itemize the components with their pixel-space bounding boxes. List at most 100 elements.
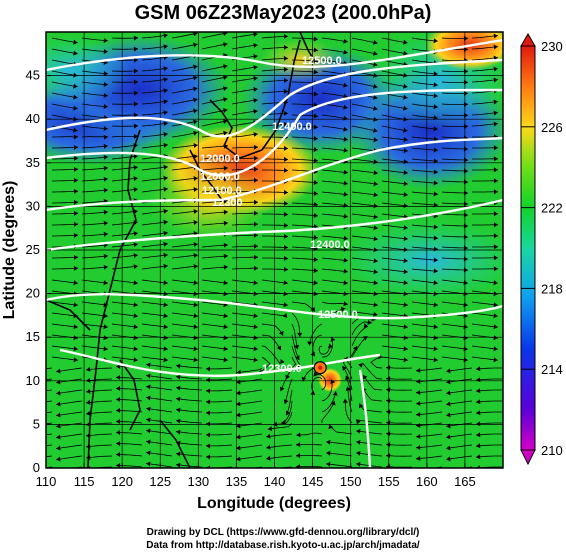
- streamline-arrow: [223, 209, 228, 215]
- streamline: [381, 290, 408, 295]
- streamline: [51, 92, 78, 99]
- streamline-arrow: [283, 222, 288, 228]
- streamline: [231, 88, 258, 94]
- streamline-arrow: [116, 430, 121, 435]
- streamline: [111, 70, 139, 72]
- streamline-arrow: [280, 359, 285, 364]
- streamline-arrow: [254, 155, 258, 161]
- streamline-arrow: [373, 291, 378, 297]
- streamline: [441, 334, 468, 339]
- streamline-arrow: [340, 307, 346, 312]
- streamline: [146, 397, 173, 402]
- streamline-arrow: [433, 38, 438, 44]
- streamline-arrow: [463, 113, 468, 118]
- streamline-arrow: [236, 379, 241, 385]
- streamline-arrow: [433, 335, 438, 341]
- streamline: [416, 367, 443, 372]
- streamline: [441, 125, 469, 127]
- streamline-arrow: [356, 419, 361, 425]
- streamline: [141, 78, 168, 83]
- streamline: [141, 243, 168, 248]
- streamline-arrow: [254, 210, 258, 216]
- streamline-arrow: [146, 395, 151, 401]
- streamline: [116, 421, 143, 424]
- streamline-arrow: [133, 313, 138, 319]
- streamline: [262, 246, 289, 248]
- streamline-arrow: [493, 233, 498, 239]
- streamline: [205, 455, 233, 458]
- streamline: [381, 180, 408, 185]
- streamline-arrow: [386, 387, 391, 393]
- streamline: [111, 232, 138, 237]
- streamline-arrow: [403, 225, 408, 231]
- streamline-arrow: [146, 406, 151, 412]
- streamline: [236, 444, 263, 449]
- streamline: [116, 454, 143, 457]
- streamline-arrow: [253, 313, 258, 319]
- streamline: [141, 221, 168, 226]
- streamline-arrow: [73, 357, 78, 363]
- streamline: [261, 102, 288, 105]
- streamline-arrow: [86, 388, 91, 394]
- streamline: [291, 136, 318, 140]
- streamline: [141, 188, 168, 193]
- streamline-arrow: [343, 235, 348, 241]
- streamline: [411, 180, 438, 184]
- streamline-arrow: [176, 374, 181, 380]
- streamline: [205, 411, 233, 414]
- streamline-arrow: [223, 176, 228, 182]
- streamline-arrow: [176, 451, 181, 457]
- streamline-arrow: [373, 159, 378, 165]
- streamline: [416, 378, 443, 383]
- streamline-arrow: [433, 126, 438, 132]
- streamline: [416, 433, 443, 438]
- streamline-arrow: [163, 110, 168, 116]
- streamline: [201, 301, 228, 306]
- streamline: [86, 444, 113, 448]
- streamline-arrow: [403, 258, 408, 264]
- streamline-arrow: [493, 44, 498, 50]
- streamline: [381, 213, 408, 218]
- streamline-arrow: [223, 313, 228, 319]
- streamline-arrow: [446, 456, 451, 462]
- streamline-arrow: [193, 187, 198, 192]
- streamline: [321, 290, 348, 295]
- streamline: [411, 92, 438, 97]
- streamline: [201, 290, 228, 295]
- streamline: [351, 37, 378, 44]
- streamline-arrow: [343, 169, 348, 175]
- streamline-arrow: [254, 232, 258, 238]
- contour-label: 12500.0: [302, 55, 342, 67]
- streamline: [261, 334, 282, 351]
- x-tick-label: 140: [264, 474, 286, 489]
- streamline-arrow: [313, 291, 318, 297]
- streamline: [141, 133, 168, 138]
- streamline: [81, 345, 108, 350]
- y-tick-label: 0: [33, 460, 40, 475]
- streamline-arrow: [373, 225, 378, 231]
- streamline: [351, 311, 378, 316]
- streamline: [291, 147, 318, 151]
- streamline-arrow: [386, 409, 391, 415]
- streamline-arrow: [26, 390, 30, 395]
- streamline: [171, 188, 198, 193]
- streamline: [81, 103, 108, 108]
- streamline: [176, 376, 203, 380]
- colorbar-tick-label: 226: [541, 120, 563, 135]
- streamline-arrow: [193, 324, 198, 330]
- streamline-arrow: [26, 368, 30, 373]
- streamline: [381, 246, 408, 251]
- streamline-arrow: [373, 94, 378, 100]
- streamline: [81, 92, 108, 97]
- streamline-arrow: [116, 463, 121, 468]
- streamline-arrow: [73, 83, 78, 89]
- streamline: [471, 356, 498, 361]
- streamline: [56, 455, 83, 460]
- streamline: [446, 411, 473, 416]
- streamline-arrow: [386, 398, 391, 404]
- streamline: [441, 323, 468, 328]
- streamline: [205, 389, 233, 392]
- streamline: [46, 444, 53, 447]
- streamline-arrow: [345, 375, 350, 381]
- x-tick-label: 155: [378, 474, 400, 489]
